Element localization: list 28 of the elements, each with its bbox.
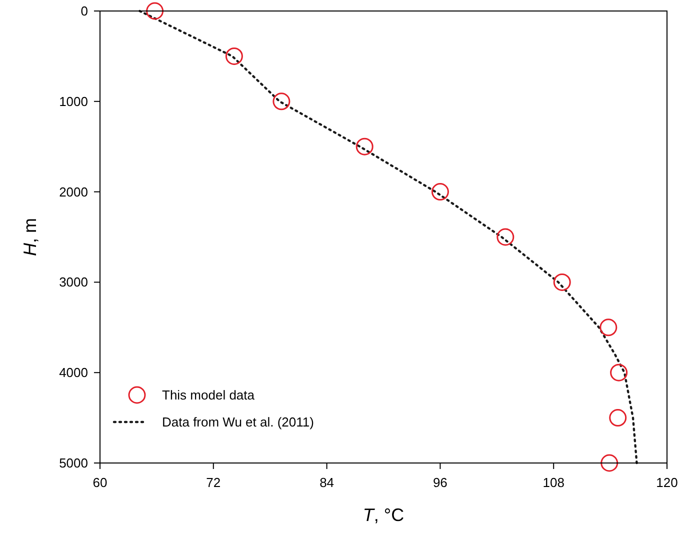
point xyxy=(600,318,618,336)
y-tick-label: 4000 xyxy=(59,365,88,380)
x-tick-label: 60 xyxy=(92,475,108,490)
y-tick-label: 3000 xyxy=(59,274,88,290)
x-tick-label: 108 xyxy=(542,475,564,490)
point xyxy=(553,273,571,291)
point xyxy=(600,454,618,472)
y-tick-label: 0 xyxy=(80,4,88,18)
line-series xyxy=(138,10,638,464)
x-tick-label: 84 xyxy=(320,475,334,490)
y-axis-title: H, m xyxy=(20,218,40,256)
y-tick-label: 5000 xyxy=(59,456,88,470)
x-tick-label: 72 xyxy=(206,475,221,490)
point xyxy=(610,364,628,382)
y-tick-label: 1000 xyxy=(59,94,88,109)
point xyxy=(609,409,627,427)
point xyxy=(356,138,374,156)
x-axis-title: T, °C xyxy=(362,505,404,525)
point xyxy=(496,228,514,246)
point xyxy=(272,92,290,110)
x-tick-label: 120 xyxy=(656,475,678,490)
point xyxy=(225,47,243,65)
y-tick-label: 2000 xyxy=(59,184,88,200)
legend-label: Data from Wu et al. (2011) xyxy=(162,414,314,430)
point xyxy=(146,2,164,20)
x-tick-label: 96 xyxy=(432,475,448,490)
legend-label: This model data xyxy=(162,388,256,402)
point xyxy=(431,183,449,201)
